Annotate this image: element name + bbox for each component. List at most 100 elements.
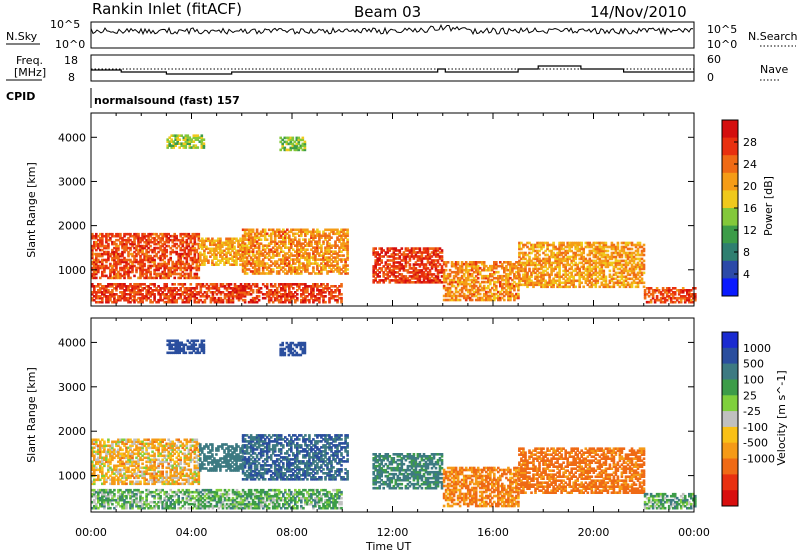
heatmap-cell — [231, 247, 234, 251]
heatmap-cell — [485, 292, 488, 296]
heatmap-cell — [497, 296, 500, 300]
heatmap-cell — [534, 253, 537, 257]
heatmap-cell — [320, 244, 323, 247]
heatmap-cell — [195, 268, 199, 272]
heatmap-cell — [618, 255, 622, 259]
heatmap-cell — [265, 285, 269, 288]
heatmap-cell — [217, 247, 220, 251]
heatmap-cell — [509, 276, 512, 280]
heatmap-cell — [518, 245, 521, 249]
heatmap-cell — [213, 243, 216, 247]
heatmap-cell — [572, 253, 576, 257]
heatmap-cell — [169, 272, 173, 276]
heatmap-cell — [418, 255, 422, 258]
heatmap-cell — [574, 261, 578, 265]
heatmap-cell — [181, 283, 185, 286]
heatmap-cell — [117, 252, 120, 256]
heatmap-cell — [219, 261, 222, 264]
heatmap-cell — [634, 277, 638, 281]
heatmap-cell — [630, 269, 634, 273]
heatmap-cell — [618, 249, 622, 253]
heatmap-cell — [185, 240, 189, 244]
heatmap-cell — [198, 140, 202, 143]
heatmap-cell — [643, 293, 647, 296]
heatmap-cell — [287, 138, 291, 142]
heatmap-cell — [470, 288, 474, 292]
heatmap-cell — [185, 254, 189, 258]
heatmap-cell — [269, 242, 273, 245]
heatmap-cell — [117, 296, 120, 300]
heatmap-cell — [628, 253, 632, 257]
heatmap-cell — [310, 240, 313, 243]
heatmap-cell — [273, 293, 277, 296]
heatmap-cell — [626, 243, 630, 247]
heatmap-cell — [655, 287, 659, 290]
heatmap-cell — [239, 249, 242, 253]
heatmap-cell — [113, 466, 116, 470]
heatmap-cell — [310, 285, 313, 288]
heatmap-cell — [269, 240, 273, 243]
heatmap-cell — [239, 289, 243, 292]
heatmap-cell — [259, 254, 263, 257]
heatmap-cell — [127, 270, 130, 274]
heatmap-cell — [495, 261, 498, 264]
heatmap-cell — [312, 298, 315, 302]
heatmap-cell — [440, 267, 444, 270]
heatmap-cell — [183, 276, 187, 280]
heatmap-cell — [462, 294, 466, 298]
heatmap-cell — [384, 267, 388, 270]
heatmap-cell — [679, 298, 683, 302]
heatmap-cell — [616, 271, 620, 275]
heatmap-cell — [340, 285, 343, 288]
heatmap-cell — [115, 256, 118, 260]
heatmap-cell — [620, 265, 624, 269]
heatmap-cell — [99, 448, 102, 452]
heatmap-cell — [330, 228, 333, 232]
heatmap-cell — [219, 245, 222, 249]
heatmap-cell — [147, 264, 150, 268]
heatmap-cell — [572, 269, 576, 273]
heatmap-cell — [257, 260, 261, 263]
heatmap-cell — [640, 273, 644, 277]
heatmap-cell — [302, 296, 305, 300]
heatmap-cell — [513, 298, 516, 302]
heatmap-cell — [290, 283, 293, 286]
heatmap-cell — [285, 148, 289, 152]
heatmap-cell — [530, 281, 533, 285]
heatmap-cell — [296, 240, 299, 243]
heatmap-cell — [282, 260, 285, 263]
heatmap-cell — [237, 289, 241, 292]
heatmap-cell — [103, 446, 106, 450]
heatmap-cell — [616, 263, 620, 267]
heatmap-cell — [626, 277, 630, 281]
heatmap-cell — [396, 279, 400, 282]
heatmap-cell — [422, 275, 426, 278]
heatmap-cell — [115, 298, 118, 302]
heatmap-cell — [304, 244, 307, 247]
heatmap-cell — [340, 260, 343, 263]
heatmap-cell — [101, 270, 104, 274]
heatmap-cell — [428, 261, 432, 264]
heatmap-cell — [394, 279, 398, 282]
heatmap-cell — [624, 265, 628, 269]
heatmap-cell — [570, 283, 574, 287]
heatmap-cell — [109, 232, 112, 236]
heatmap-cell — [618, 285, 622, 289]
heatmap-cell — [151, 264, 154, 268]
heatmap-cell — [292, 240, 295, 243]
heatmap-cell — [227, 291, 231, 294]
heatmap-cell — [302, 262, 305, 265]
heatmap-cell — [604, 275, 608, 279]
heatmap-cell — [279, 230, 283, 234]
heatmap-cell — [101, 482, 104, 486]
heatmap-cell — [576, 247, 580, 251]
heatmap-cell — [552, 243, 555, 247]
heatmap-cell — [513, 294, 516, 298]
heatmap-cell — [336, 266, 339, 269]
heatmap-cell — [182, 136, 186, 139]
heatmap-cell — [193, 256, 197, 260]
heatmap-cell — [247, 230, 251, 234]
heatmap-cell — [398, 257, 402, 260]
heatmap-cell — [181, 252, 185, 256]
heatmap-cell — [432, 263, 436, 266]
